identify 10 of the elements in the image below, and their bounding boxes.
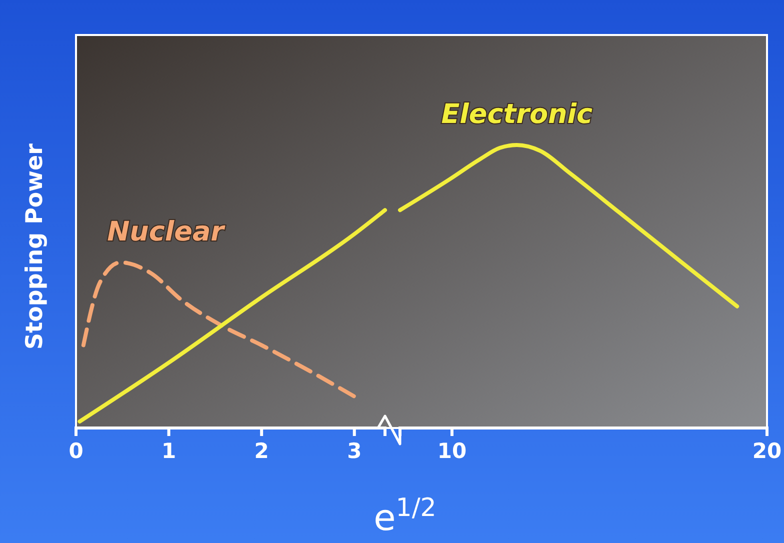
x-axis-title: e$^{1/2}$ [374,492,436,539]
x-tick-label: 10 [437,438,467,463]
x-tick-label: 20 [752,438,782,463]
series-label: Nuclear [107,216,226,248]
series-label: Electronic [441,99,593,130]
x-tick-label: 0 [68,438,84,463]
x-tick-label: 1 [161,438,176,463]
x-tick-label: 3 [347,438,362,463]
y-axis-title: Stopping Power [22,142,48,350]
x-tick-label: 2 [254,438,269,463]
